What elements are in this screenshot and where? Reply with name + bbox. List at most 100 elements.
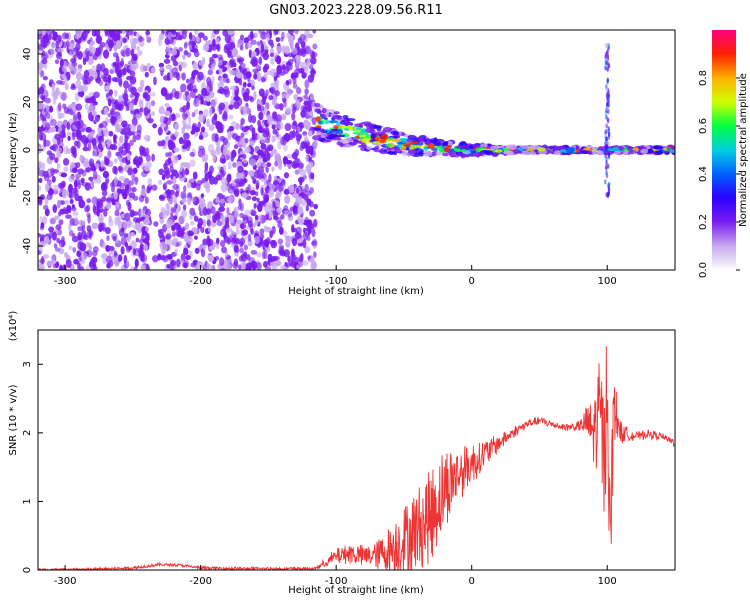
spectrogram-cell [256, 197, 260, 203]
spectrogram-cell [666, 147, 672, 151]
spectrogram-cell [393, 150, 398, 156]
spectrogram-cell [138, 238, 144, 244]
spectrogram-cell [206, 264, 213, 270]
spectrogram-cell [197, 217, 204, 227]
spectrogram-cell [243, 94, 250, 102]
spectrogram-cell [607, 191, 610, 197]
spectrogram-cell [186, 84, 192, 91]
spectrogram-cell [194, 235, 198, 240]
x-tick-label: 100 [598, 276, 617, 287]
spectrogram-cell [107, 39, 115, 49]
spectrogram-cell [136, 124, 142, 134]
spectrogram-cell [249, 141, 255, 146]
spectrogram-cell [240, 132, 245, 138]
spectrogram-cell [240, 117, 245, 125]
spectrogram-cell [243, 159, 248, 164]
spectrogram-cell [183, 260, 190, 268]
spectrogram-cell [113, 190, 118, 200]
spectrogram-cell [296, 87, 302, 95]
spectrogram-cell [211, 53, 218, 59]
spectrogram-cell [153, 76, 157, 86]
spectrogram-cell [236, 57, 241, 63]
spectrogram-cell [276, 121, 284, 130]
spectrogram-cell [108, 130, 114, 137]
spectrogram-cell [247, 73, 251, 83]
spectrogram-cell [92, 144, 98, 150]
spectrogram-cell [507, 144, 518, 150]
spectrogram-cell [144, 71, 149, 78]
spectrogram-cell [606, 77, 609, 83]
spectrogram-cell [116, 115, 123, 123]
spectrogram-cell [69, 198, 74, 205]
spectrogram-cell [181, 30, 187, 40]
spectrogram-cell [122, 93, 129, 101]
spectrogram-cell [178, 47, 183, 52]
spectrogram-cell [222, 111, 228, 120]
spectrogram-cell [86, 225, 92, 232]
x-tick-label: -300 [54, 276, 77, 287]
spectrogram-cell [235, 122, 240, 130]
spectrogram-cell [390, 130, 399, 135]
spectrogram-cell [219, 198, 226, 204]
spectrogram-cell [312, 135, 321, 141]
spectrogram-cell [38, 249, 42, 255]
spectrogram-cell [123, 255, 128, 264]
spectrogram-cell [44, 183, 50, 192]
spectrogram-cell [272, 180, 280, 186]
spectrogram-cell [238, 78, 243, 86]
spectrogram-cell [123, 80, 129, 89]
spectrogram-cell [234, 178, 240, 184]
spectrogram-cell [45, 122, 51, 130]
spectrogram-cell [299, 177, 303, 186]
spectrogram-cell [275, 260, 282, 267]
spectrogram-cell [258, 111, 264, 121]
spectrogram-cell [171, 207, 177, 214]
spectrogram-cell [150, 67, 156, 74]
spectrogram-cell [223, 73, 229, 83]
spectrogram-cell [114, 30, 120, 38]
spectrogram-cell [77, 67, 83, 73]
spectrogram-cell [158, 62, 165, 68]
spectrogram-cell [165, 202, 170, 210]
spectrogram-cell [195, 97, 199, 105]
spectrogram-cell [243, 244, 249, 251]
spectrogram-cell [173, 199, 178, 205]
spectrogram-cell [151, 153, 155, 162]
spectrogram-cell [51, 82, 55, 92]
spectrogram-cell [165, 64, 173, 70]
spectrogram-cell [219, 257, 225, 266]
spectrogram-cell [604, 60, 607, 66]
spectrogram-cell [130, 86, 137, 96]
spectrogram-cell [283, 172, 290, 179]
spectrogram-cell [135, 134, 142, 141]
spectrogram-cell [245, 262, 253, 270]
spectrogram-cell [183, 50, 189, 56]
spectrogram-cell [260, 143, 267, 150]
spectrogram-cell [193, 108, 199, 115]
spectrogram-cell [172, 71, 180, 78]
spectrogram-cell [235, 237, 241, 245]
spectrogram-cell [172, 155, 179, 164]
spectrogram-cell [270, 47, 275, 55]
spectrogram-cell [372, 141, 381, 145]
spectrogram-cell [285, 262, 291, 268]
spectrogram-cell [105, 244, 111, 253]
spectrogram-cell [277, 238, 284, 245]
spectrogram-cell [298, 61, 305, 68]
spectrogram-cell [234, 89, 239, 97]
spectrogram-cell [159, 241, 167, 251]
spectrogram-cell [67, 223, 72, 231]
spectrogram-cell [200, 193, 205, 198]
spectrogram-cell [72, 114, 78, 124]
spectrogram-cell [43, 34, 49, 40]
spectrogram-cell [95, 163, 100, 169]
spectrogram-cell [158, 105, 165, 115]
spectrogram-cell [165, 233, 172, 240]
spectrogram-cell [68, 175, 75, 182]
spectrogram-cell [276, 207, 282, 213]
spectrogram-cell [68, 64, 74, 72]
spectrogram-cell [222, 30, 229, 37]
spectrogram-cell [132, 134, 137, 143]
spectrogram-cell [197, 32, 205, 39]
spectrogram-cell [217, 165, 222, 171]
